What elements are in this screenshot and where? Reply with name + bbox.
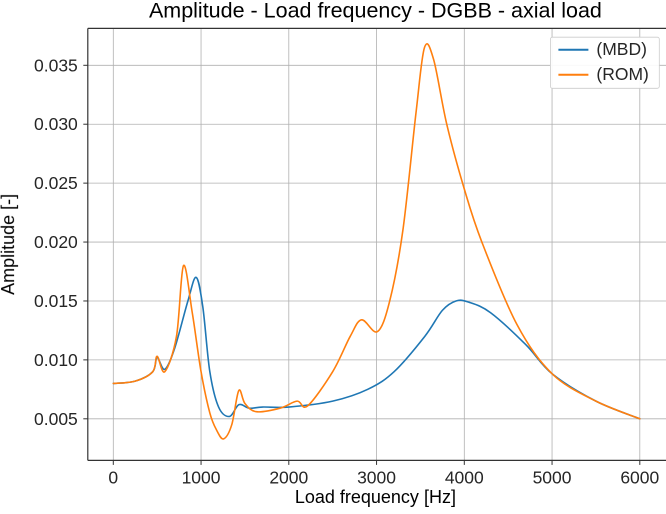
svg-text:3000: 3000	[357, 467, 396, 487]
svg-text:(MBD): (MBD)	[596, 39, 647, 59]
svg-text:5000: 5000	[533, 467, 572, 487]
svg-text:1000: 1000	[182, 467, 221, 487]
svg-text:4000: 4000	[445, 467, 484, 487]
svg-text:0.025: 0.025	[34, 173, 78, 193]
svg-text:0.030: 0.030	[34, 114, 78, 134]
svg-text:2000: 2000	[269, 467, 308, 487]
svg-text:Load frequency [Hz]: Load frequency [Hz]	[295, 487, 456, 507]
svg-text:0.010: 0.010	[34, 350, 78, 370]
svg-text:Amplitude [-]: Amplitude [-]	[0, 194, 18, 295]
svg-text:0.020: 0.020	[34, 232, 78, 252]
svg-text:0.035: 0.035	[34, 55, 78, 75]
svg-text:0.005: 0.005	[34, 409, 78, 429]
svg-text:0: 0	[108, 467, 118, 487]
svg-text:Amplitude - Load frequency - D: Amplitude - Load frequency - DGBB - axia…	[149, 0, 602, 23]
svg-text:6000: 6000	[620, 467, 659, 487]
svg-text:(ROM): (ROM)	[596, 64, 648, 84]
svg-text:0.015: 0.015	[34, 291, 78, 311]
